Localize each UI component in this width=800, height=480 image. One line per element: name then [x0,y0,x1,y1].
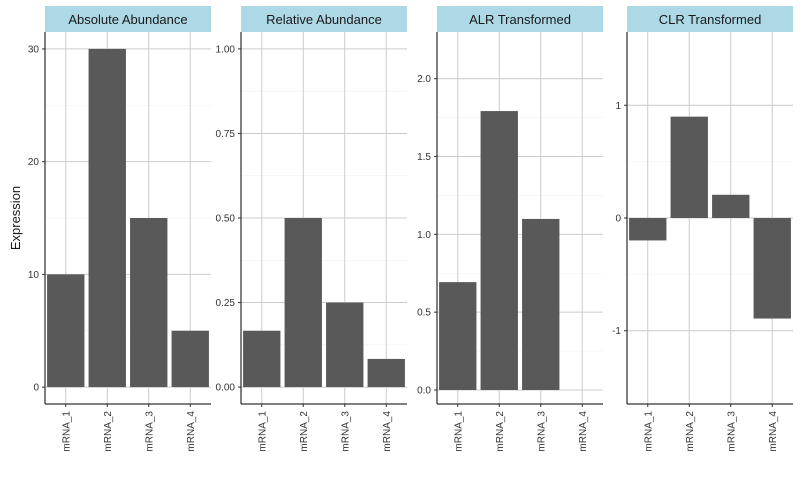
panel-strip [45,6,211,32]
panel-strip [241,6,407,32]
y-tick-label: 10 [28,270,40,281]
bar-mrna-2 [284,218,322,388]
bar-mrna-4 [753,218,791,319]
bar-mrna-3 [712,194,750,218]
x-tick-label: mRNA_4 [186,411,197,452]
bar-mrna-1 [629,218,667,241]
y-tick-label: 1 [615,101,621,112]
bar-mrna-3 [522,218,560,390]
x-tick-label: mRNA_1 [257,411,268,452]
panel-strip [627,6,793,32]
y-tick-label: 2.0 [417,74,431,85]
y-tick-label: 0 [615,214,621,225]
x-tick-label: mRNA_1 [61,411,72,452]
panel-2: Relative Abundance 0.00 0.25 0.50 0.75 1.00 mR… [216,6,407,452]
panel-title: Absolute Abundance [68,12,187,27]
bar-mrna-2 [670,116,708,218]
panel-title: CLR Transformed [659,12,762,27]
x-tick-label: mRNA_2 [495,411,506,452]
y-tick-label: 0.50 [216,214,236,225]
x-tick-label: mRNA_3 [726,411,737,452]
panel-title: ALR Transformed [469,12,571,27]
bar-mrna-4 [367,358,405,388]
x-tick-label: mRNA_1 [643,411,654,452]
x-tick-label: mRNA_2 [685,411,696,452]
x-tick-label: mRNA_4 [382,411,393,452]
y-axis-label: Expression [8,186,23,250]
bar-mrna-4 [171,330,209,388]
bar-mrna-2 [88,48,126,388]
bar-mrna-1 [243,330,281,388]
y-tick-label: 0.75 [216,129,236,140]
y-tick-label: 0.00 [216,383,236,394]
y-tick-label: 0.0 [417,385,431,396]
y-tick-label: -1 [612,326,621,337]
y-tick-label: 1.0 [417,230,431,241]
panel-4: CLR Transformed -1 0 1 mRNA_1 mRNA_2 mRNA_3 mRN… [612,6,793,452]
panel-1: Absolute Abundance 0 10 20 30 mRNA_1 mRNA_2 mRN… [28,6,211,452]
x-tick-label: mRNA_2 [299,411,310,452]
bar-mrna-2 [480,111,518,390]
y-tick-label: 30 [28,44,40,55]
bar-mrna-3 [326,302,364,388]
panel-3: ALR Transformed 0.0 0.5 1.0 1.5 2.0 mRNA_1 mRNA… [417,6,603,452]
x-tick-label: mRNA_3 [536,411,547,452]
bar-mrna-3 [130,218,168,388]
x-tick-label: mRNA_4 [768,411,779,452]
bar-mrna-1 [47,274,85,388]
y-tick-label: 1.5 [417,152,431,163]
x-tick-label: mRNA_3 [340,411,351,452]
y-tick-label: 1.00 [216,44,236,55]
x-tick-label: mRNA_1 [453,411,464,452]
y-tick-label: 0.5 [417,308,431,319]
x-tick-label: mRNA_4 [578,411,589,452]
x-tick-label: mRNA_3 [144,411,155,452]
bar-mrna-1 [439,282,477,390]
panel-title: Relative Abundance [266,12,382,27]
panel-strip [437,6,603,32]
x-tick-label: mRNA_2 [103,411,114,452]
y-tick-label: 0.25 [216,298,236,309]
y-tick-label: 20 [28,157,40,168]
y-tick-label: 0 [33,383,39,394]
